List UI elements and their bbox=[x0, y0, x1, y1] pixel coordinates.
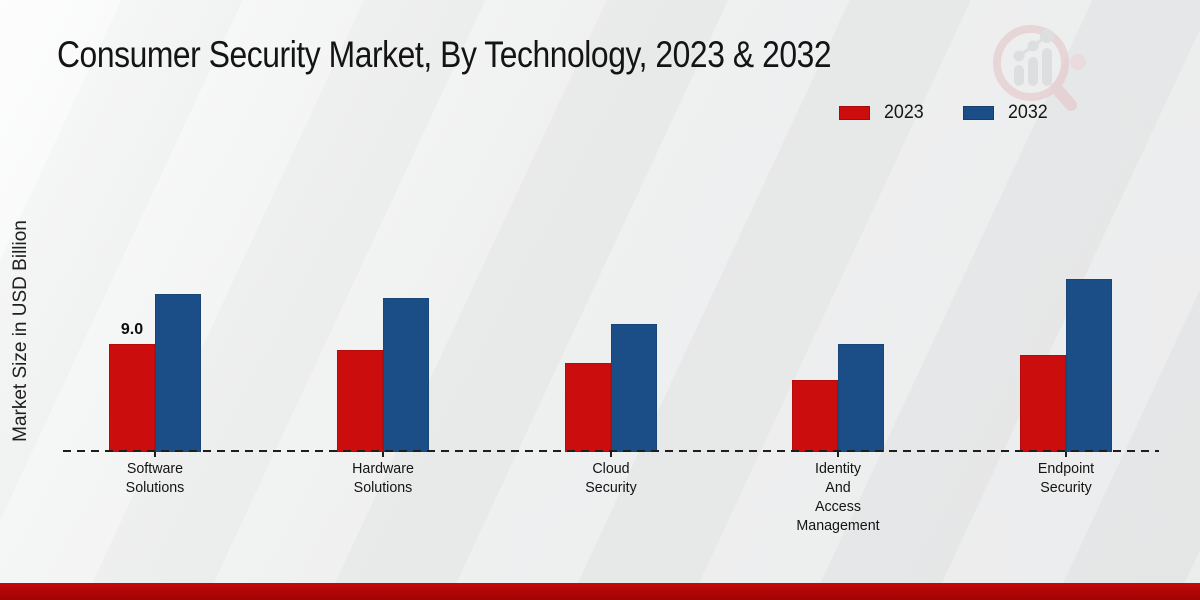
x-axis-tick bbox=[1065, 452, 1067, 457]
footer-bar bbox=[0, 583, 1200, 600]
bar-2023-hardware-solutions bbox=[336, 350, 383, 452]
x-axis-tick bbox=[609, 452, 612, 457]
bar-2032-cloud-security bbox=[610, 324, 657, 452]
legend-item-2023: 2023 bbox=[839, 102, 926, 124]
legend: 2023 2032 bbox=[839, 102, 1050, 124]
bar-2023-software-solutions bbox=[109, 344, 155, 452]
category-label-software-solutions: Software Solutions bbox=[125, 460, 185, 496]
bar-2023-cloud-security bbox=[564, 363, 611, 452]
brand-logo-watermark-icon bbox=[993, 25, 1086, 111]
bar-2023-endpoint-security bbox=[1020, 355, 1066, 452]
bar-2032-endpoint-security bbox=[1066, 279, 1112, 452]
x-axis-line bbox=[63, 450, 1159, 452]
bar-2032-software-solutions bbox=[155, 294, 201, 452]
legend-swatch-2023 bbox=[839, 106, 871, 120]
chart-title: Consumer Security Market, By Technology,… bbox=[57, 34, 832, 75]
legend-label-2032: 2032 bbox=[1007, 102, 1048, 123]
x-axis-tick bbox=[837, 452, 840, 457]
legend-label-2023: 2023 bbox=[884, 102, 925, 123]
x-axis-tick bbox=[381, 452, 384, 457]
category-label-hardware-solutions: Hardware Solutions bbox=[351, 460, 414, 496]
category-label-identity-and-access-management: Identity And Access Management bbox=[796, 460, 880, 534]
category-label-cloud-security: Cloud Security bbox=[584, 460, 637, 496]
legend-item-2032: 2032 bbox=[962, 102, 1050, 124]
x-axis-tick bbox=[154, 452, 156, 457]
bar-2032-identity-and-access-management bbox=[838, 344, 885, 452]
legend-swatch-2032 bbox=[962, 106, 994, 120]
category-label-endpoint-security: Endpoint Security bbox=[1037, 460, 1095, 496]
bar-2032-hardware-solutions bbox=[382, 298, 429, 452]
bar-2023-identity-and-access-management bbox=[792, 380, 839, 452]
bar-value-label: 9.0 bbox=[120, 321, 144, 338]
